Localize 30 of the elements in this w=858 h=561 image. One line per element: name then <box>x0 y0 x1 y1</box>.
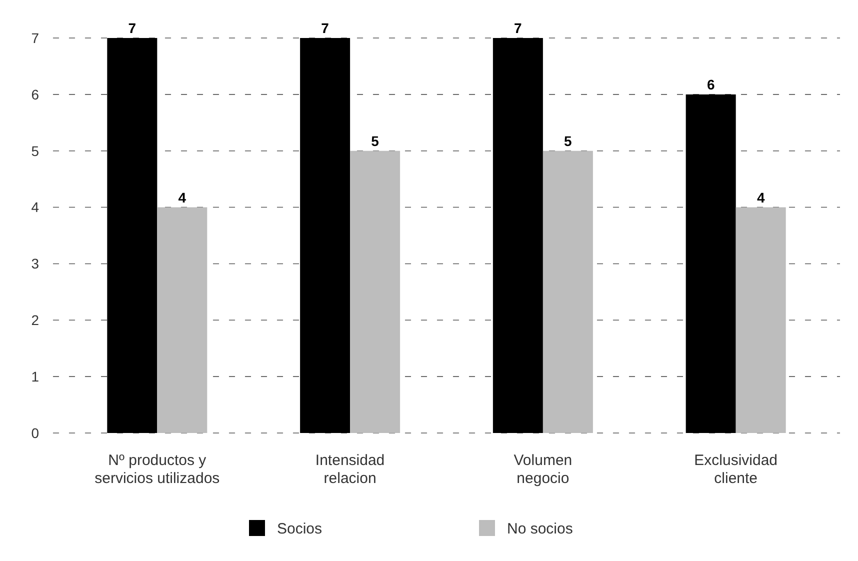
y-tick-label: 4 <box>31 199 40 216</box>
bar <box>350 150 400 433</box>
x-tick-label: Nº productos y servicios utilizados <box>94 452 220 487</box>
bar <box>107 38 158 433</box>
y-tick-label: 0 <box>31 424 40 441</box>
data-label: 6 <box>706 76 715 92</box>
data-label: 5 <box>371 132 380 149</box>
data-label: 7 <box>128 20 136 36</box>
y-tick-label: 5 <box>31 142 40 159</box>
data-label: 7 <box>321 20 330 36</box>
data-label: 4 <box>178 189 186 206</box>
bar <box>492 38 543 433</box>
bar <box>736 207 786 433</box>
y-tick-label: 2 <box>31 312 40 328</box>
data-label: 5 <box>564 132 572 149</box>
bar <box>686 94 736 433</box>
bar <box>300 38 350 433</box>
y-tick-label: 1 <box>31 368 40 384</box>
data-label: 4 <box>756 189 765 206</box>
legend-label: Socios <box>277 520 322 538</box>
y-tick-label: 7 <box>31 30 40 46</box>
legend-label: No socios <box>507 520 573 538</box>
y-tick-label: 3 <box>31 256 40 272</box>
y-tick-label: 6 <box>31 86 40 102</box>
x-tick-label: Intensidad relacion <box>315 452 385 487</box>
bar <box>542 150 593 433</box>
data-label: 7 <box>514 20 522 36</box>
x-tick-label: Exclusividad cliente <box>694 452 778 487</box>
bar <box>157 207 208 433</box>
x-tick-label: Volumen negocio <box>514 452 572 487</box>
